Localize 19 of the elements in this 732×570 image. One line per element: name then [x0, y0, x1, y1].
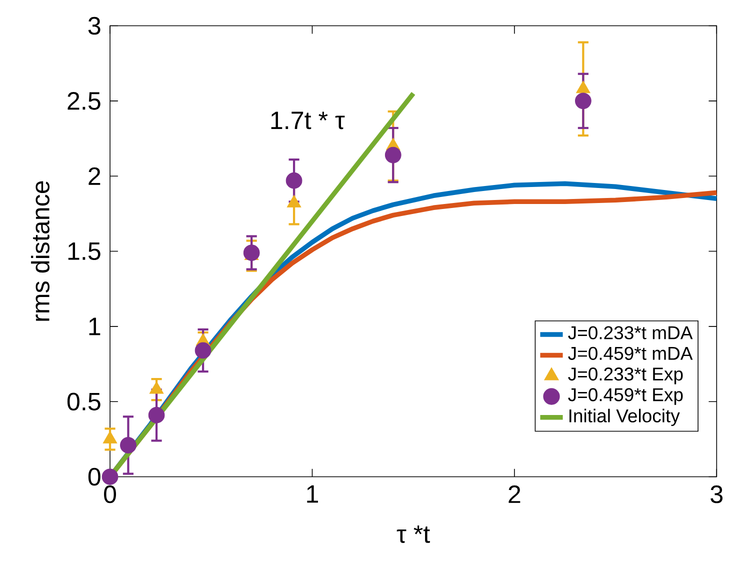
legend-label: J=0.459*t mDA [568, 346, 693, 360]
y-tick-label: 0.5 [67, 392, 100, 411]
x-tick-label: 0 [104, 485, 116, 504]
y-tick-label: 1.5 [68, 242, 100, 260]
y-tick-label: 1 [89, 318, 100, 336]
y-tick-label: 2 [88, 167, 100, 185]
legend-label: J=0.233*t Exp [568, 368, 683, 384]
y-tick-label: 0 [88, 468, 100, 486]
legend-label: J=0.233*t mDA [568, 326, 693, 340]
x-tick-label: 3 [710, 485, 723, 504]
legend-label: J=0.459*t Exp [568, 388, 683, 405]
y-tick-label: 2.5 [68, 92, 100, 110]
y-tick-label: 3 [88, 16, 100, 35]
legend-label: Initial Velocity [570, 408, 680, 426]
annotation: 1.7t * τ [271, 112, 345, 130]
x-tick-label: 1 [307, 485, 318, 503]
x-tick-label: 2 [508, 485, 520, 503]
y-axis-title: rms distance [31, 181, 50, 321]
x-axis-title: τ *t [396, 526, 430, 544]
